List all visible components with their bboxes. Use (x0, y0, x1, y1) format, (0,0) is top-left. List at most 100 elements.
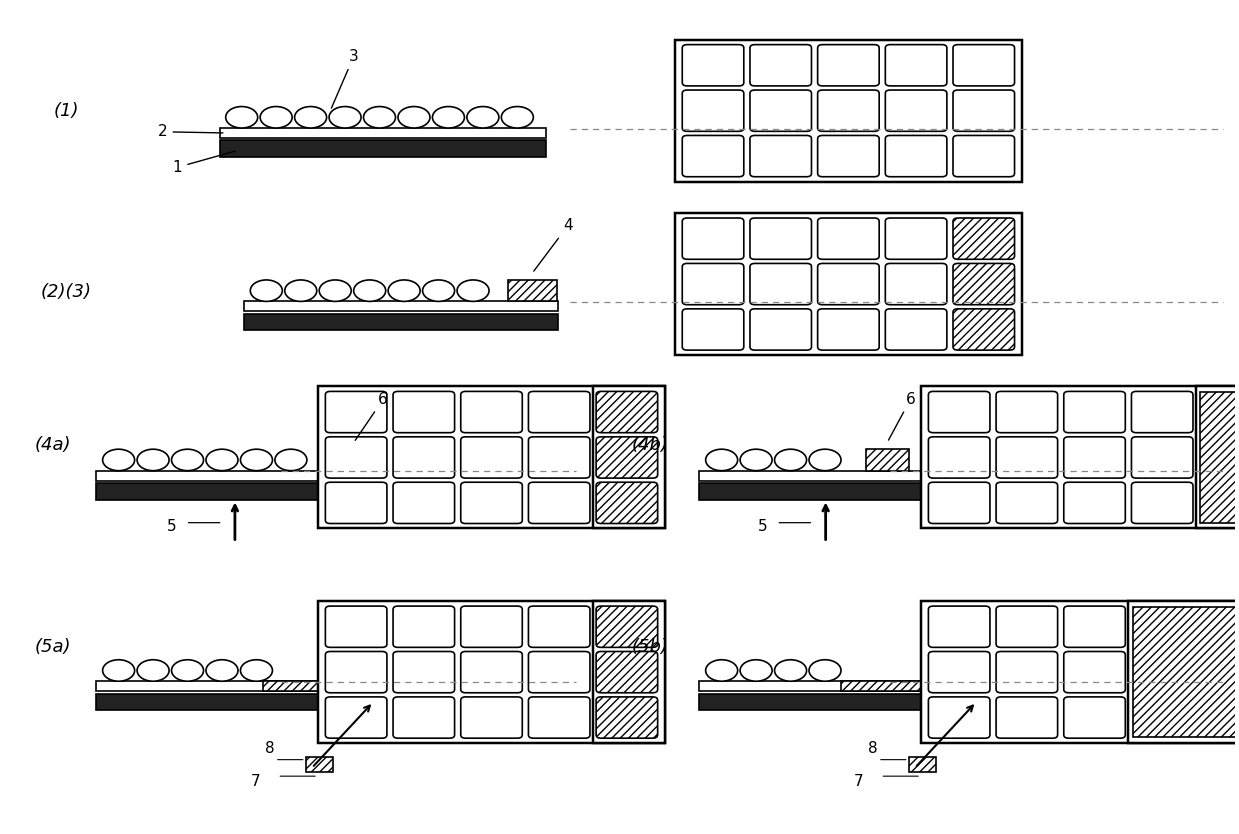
Bar (866, 450, 908, 470)
Circle shape (240, 450, 273, 470)
Bar (219, 140, 545, 157)
Circle shape (398, 107, 430, 128)
FancyBboxPatch shape (818, 218, 880, 259)
Bar (841, 681, 989, 691)
Bar (306, 757, 333, 772)
Bar (700, 694, 989, 710)
FancyBboxPatch shape (1131, 391, 1193, 433)
Circle shape (320, 280, 351, 301)
FancyBboxPatch shape (326, 651, 387, 693)
Text: 4: 4 (534, 219, 572, 271)
FancyBboxPatch shape (393, 437, 455, 478)
FancyBboxPatch shape (1064, 651, 1125, 693)
Text: 1: 1 (172, 151, 235, 175)
FancyBboxPatch shape (393, 651, 455, 693)
FancyBboxPatch shape (528, 482, 590, 524)
Bar (700, 483, 952, 500)
Circle shape (103, 660, 135, 681)
FancyBboxPatch shape (683, 45, 743, 86)
Circle shape (740, 450, 772, 470)
Text: 6: 6 (888, 392, 916, 440)
Bar (97, 681, 385, 691)
Bar (263, 681, 385, 691)
FancyBboxPatch shape (996, 651, 1058, 693)
FancyBboxPatch shape (750, 309, 812, 350)
Circle shape (363, 107, 395, 128)
Bar (354, 648, 382, 665)
Text: (4b): (4b) (632, 436, 669, 455)
Circle shape (774, 450, 807, 470)
FancyBboxPatch shape (996, 482, 1058, 524)
FancyBboxPatch shape (928, 697, 990, 738)
FancyBboxPatch shape (528, 391, 590, 433)
Bar (700, 681, 989, 691)
Text: 6: 6 (356, 392, 388, 440)
FancyBboxPatch shape (461, 437, 523, 478)
FancyBboxPatch shape (953, 45, 1015, 86)
Text: (4a): (4a) (35, 436, 72, 455)
Text: 2: 2 (159, 124, 223, 139)
FancyBboxPatch shape (818, 309, 880, 350)
FancyBboxPatch shape (461, 697, 523, 738)
FancyBboxPatch shape (953, 218, 1015, 259)
FancyBboxPatch shape (393, 697, 455, 738)
FancyBboxPatch shape (818, 90, 880, 131)
FancyBboxPatch shape (928, 482, 990, 524)
Text: 8: 8 (869, 741, 877, 756)
Circle shape (330, 107, 361, 128)
FancyBboxPatch shape (886, 264, 947, 304)
FancyBboxPatch shape (750, 218, 812, 259)
FancyBboxPatch shape (393, 606, 455, 647)
Circle shape (285, 280, 317, 301)
Bar (921, 386, 1239, 529)
Bar (219, 128, 545, 138)
FancyBboxPatch shape (596, 437, 658, 478)
Bar (97, 470, 373, 480)
Text: 5: 5 (167, 519, 177, 534)
FancyBboxPatch shape (928, 606, 990, 647)
FancyBboxPatch shape (393, 391, 455, 433)
FancyBboxPatch shape (953, 309, 1015, 350)
Bar (318, 386, 665, 529)
Circle shape (206, 660, 238, 681)
FancyBboxPatch shape (1064, 391, 1125, 433)
Bar (339, 450, 368, 470)
Circle shape (171, 660, 203, 681)
Circle shape (774, 660, 807, 681)
Bar (958, 648, 985, 665)
FancyBboxPatch shape (750, 264, 812, 304)
Circle shape (138, 660, 169, 681)
Bar (593, 601, 665, 743)
FancyBboxPatch shape (996, 606, 1058, 647)
Bar (593, 386, 665, 529)
Circle shape (388, 280, 420, 301)
Circle shape (353, 280, 385, 301)
FancyBboxPatch shape (750, 135, 812, 177)
Bar (97, 694, 385, 710)
FancyBboxPatch shape (326, 437, 387, 478)
FancyBboxPatch shape (928, 391, 990, 433)
Text: 7: 7 (250, 774, 260, 789)
Circle shape (740, 660, 772, 681)
Text: 5: 5 (758, 519, 768, 534)
Text: 3: 3 (331, 49, 358, 108)
Circle shape (809, 660, 841, 681)
FancyBboxPatch shape (528, 697, 590, 738)
Bar (318, 601, 665, 743)
Circle shape (422, 280, 455, 301)
FancyBboxPatch shape (886, 90, 947, 131)
FancyBboxPatch shape (683, 135, 743, 177)
FancyBboxPatch shape (750, 90, 812, 131)
Text: (5a): (5a) (35, 639, 72, 656)
Circle shape (138, 450, 169, 470)
Bar (675, 213, 1022, 355)
Text: 8: 8 (265, 741, 275, 756)
FancyBboxPatch shape (886, 309, 947, 350)
Bar (244, 301, 558, 311)
FancyBboxPatch shape (683, 264, 743, 304)
FancyBboxPatch shape (886, 45, 947, 86)
FancyBboxPatch shape (750, 45, 812, 86)
FancyBboxPatch shape (886, 218, 947, 259)
FancyBboxPatch shape (596, 482, 658, 524)
FancyBboxPatch shape (818, 264, 880, 304)
